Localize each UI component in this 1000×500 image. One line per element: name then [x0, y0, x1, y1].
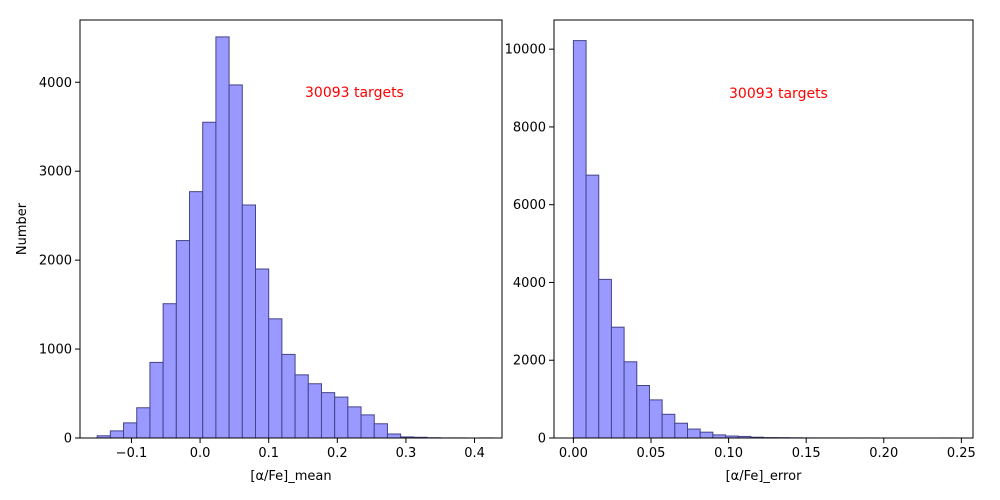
- histogram-bar: [241, 204, 256, 439]
- x-tick-label: 0.10: [714, 446, 743, 461]
- histogram-bar: [636, 385, 650, 439]
- error-x-axis-ticks: 0.00 0.05 0.10 0.15 0.20 0.25: [559, 438, 976, 461]
- y-tick-label: 8000: [513, 120, 546, 135]
- histogram-bar: [307, 383, 322, 439]
- y-tick-label: 10000: [505, 43, 546, 58]
- histogram-bar: [623, 361, 638, 439]
- y-tick-label: 4000: [39, 76, 72, 91]
- mean-x-axis-label: [α/Fe]_mean: [250, 469, 331, 484]
- x-tick-label: 0.00: [559, 446, 588, 461]
- histogram-bar: [202, 121, 217, 439]
- histogram-bar: [281, 353, 296, 439]
- x-tick-label: 0.15: [792, 446, 821, 461]
- histogram-bar: [149, 361, 164, 439]
- y-tick-label: 3000: [39, 165, 72, 180]
- histogram-bar: [254, 268, 270, 439]
- histogram-bar: [610, 326, 625, 439]
- y-tick-label: 6000: [513, 198, 546, 213]
- histogram-bar: [347, 406, 362, 439]
- error-x-axis-label: [α/Fe]_error: [726, 469, 802, 484]
- histogram-bar: [687, 428, 701, 439]
- histogram-bar: [648, 399, 663, 439]
- histogram-bar: [373, 423, 388, 439]
- x-tick-label: 0.3: [396, 446, 417, 461]
- histogram-bar: [699, 431, 714, 439]
- error-plot-frame: [553, 19, 974, 439]
- histogram-bar: [228, 84, 243, 439]
- mean-plot-frame: [79, 19, 503, 439]
- x-tick-label: 0.0: [190, 446, 211, 461]
- histogram-bar: [661, 413, 676, 439]
- y-tick-label: 0: [64, 432, 72, 447]
- mean-histogram-panel: −0.1 0.0 0.1 0.2 0.3 0.4 0 1000 2000 3000 4000 [α…: [15, 19, 503, 484]
- histogram-bar: [334, 396, 349, 439]
- histogram-bar: [215, 36, 230, 439]
- histogram-bar: [320, 392, 336, 439]
- histogram-bar: [386, 433, 402, 439]
- x-tick-label: 0.1: [258, 446, 279, 461]
- histogram-bar: [123, 422, 138, 439]
- mean-y-axis-ticks: 0 1000 2000 3000 4000: [39, 76, 80, 447]
- histogram-bar: [598, 278, 612, 439]
- y-axis-label: Number: [15, 202, 30, 255]
- x-tick-label: 0.20: [869, 446, 898, 461]
- y-tick-label: 2000: [513, 354, 546, 369]
- x-tick-label: −0.1: [116, 446, 148, 461]
- mean-histogram-bars: [96, 36, 494, 439]
- error-y-axis-ticks: 0 2000 4000 6000 8000 10000: [505, 43, 554, 447]
- x-tick-label: 0.05: [637, 446, 666, 461]
- histogram-bar: [585, 174, 600, 439]
- x-tick-label: 0.4: [464, 446, 485, 461]
- error-histogram-panel: 0.00 0.05 0.10 0.15 0.20 0.25 0 2000 4000 6000 80…: [505, 19, 976, 484]
- histogram-bar: [572, 40, 587, 439]
- y-tick-label: 4000: [513, 276, 546, 291]
- histogram-bar: [268, 318, 283, 439]
- mean-target-count-annotation: 30093 targets: [305, 85, 404, 101]
- mean-x-axis-ticks: −0.1 0.0 0.1 0.2 0.3 0.4: [116, 438, 485, 461]
- histogram-bar: [136, 407, 151, 439]
- y-tick-label: 1000: [39, 343, 72, 358]
- x-tick-label: 0.25: [947, 446, 976, 461]
- histogram-bar: [175, 240, 191, 439]
- histogram-bar: [162, 303, 177, 439]
- error-target-count-annotation: 30093 targets: [729, 86, 828, 102]
- y-tick-label: 0: [538, 432, 546, 447]
- histogram-bar: [674, 422, 689, 439]
- x-tick-label: 0.2: [327, 446, 348, 461]
- y-tick-label: 2000: [39, 254, 72, 269]
- histogram-bar: [189, 191, 204, 439]
- histogram-bar: [294, 374, 309, 439]
- histogram-bar: [109, 430, 125, 439]
- histogram-bar: [360, 414, 375, 439]
